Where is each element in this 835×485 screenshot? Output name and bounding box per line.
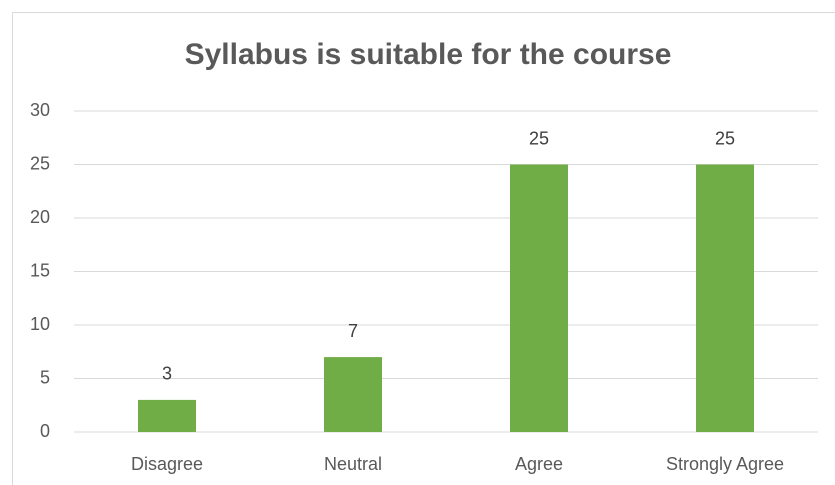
bar bbox=[510, 164, 568, 432]
bar bbox=[324, 357, 382, 432]
y-tick-label: 30 bbox=[30, 100, 50, 120]
chart-title: Syllabus is suitable for the course bbox=[185, 38, 672, 71]
x-tick-label: Strongly Agree bbox=[666, 454, 784, 474]
y-tick-label: 15 bbox=[30, 260, 50, 280]
y-tick-label: 0 bbox=[40, 421, 50, 441]
x-tick-label: Neutral bbox=[324, 454, 382, 474]
y-tick-label: 25 bbox=[30, 153, 50, 173]
x-tick-label: Disagree bbox=[131, 454, 203, 474]
bar bbox=[696, 164, 754, 432]
data-label: 7 bbox=[348, 321, 358, 341]
bar bbox=[138, 399, 196, 432]
data-label: 25 bbox=[715, 128, 735, 148]
y-tick-label: 10 bbox=[30, 314, 50, 334]
y-tick-label: 20 bbox=[30, 207, 50, 227]
y-tick-label: 5 bbox=[40, 367, 50, 387]
x-tick-label: Agree bbox=[515, 454, 563, 474]
data-label: 3 bbox=[162, 364, 172, 384]
data-label: 25 bbox=[529, 128, 549, 148]
